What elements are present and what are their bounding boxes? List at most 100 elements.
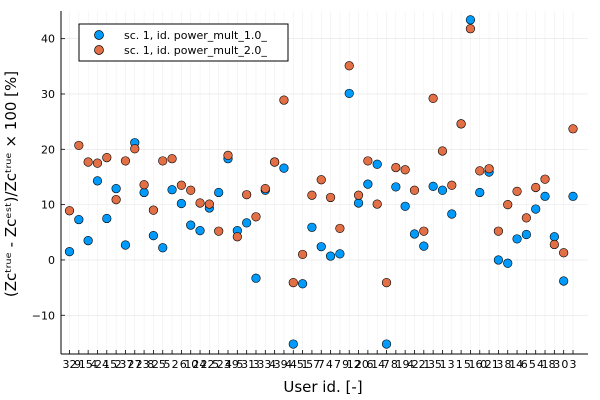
data-point-series-1 bbox=[475, 187, 485, 198]
data-point-series-2 bbox=[204, 199, 214, 209]
data-point-series-1 bbox=[531, 204, 541, 214]
x-tick-label: 21 bbox=[485, 358, 499, 371]
data-point-series-1 bbox=[372, 159, 382, 169]
x-tick-label: 37 bbox=[119, 358, 133, 371]
data-point-series-2 bbox=[521, 213, 531, 223]
data-point-series-2 bbox=[381, 278, 392, 288]
x-tick-label: 2 bbox=[115, 358, 122, 371]
x-tick-label: 1 bbox=[302, 358, 309, 371]
data-point-series-1 bbox=[120, 240, 131, 250]
data-point-series-2 bbox=[540, 174, 550, 184]
data-point-series-2 bbox=[465, 24, 476, 34]
data-point-series-1 bbox=[353, 198, 364, 208]
data-point-series-1 bbox=[167, 185, 177, 195]
data-point-series-2 bbox=[456, 119, 466, 129]
x-tick-label: 14 bbox=[371, 358, 385, 371]
data-point-series-2 bbox=[251, 212, 261, 222]
data-point-series-1 bbox=[148, 231, 159, 241]
data-point-series-1 bbox=[521, 229, 531, 240]
data-point-series-2 bbox=[391, 162, 401, 173]
data-point-series-1 bbox=[139, 187, 149, 198]
x-tick-label: 7 bbox=[383, 358, 390, 371]
data-point-series-2 bbox=[195, 198, 205, 208]
x-tick-label: 9 bbox=[74, 358, 81, 371]
data-point-series-2 bbox=[316, 175, 326, 185]
data-point-series-2 bbox=[120, 156, 131, 166]
x-tick-label: 9 bbox=[342, 358, 349, 371]
legend-marker-series-1 bbox=[94, 30, 104, 40]
data-point-series-2 bbox=[475, 166, 485, 176]
data-point-series-2 bbox=[428, 93, 438, 104]
data-point-series-2 bbox=[409, 185, 420, 195]
x-tick-label: 6 bbox=[366, 358, 373, 371]
data-point-series-2 bbox=[512, 186, 522, 196]
x-tick-label: 5 bbox=[529, 358, 536, 371]
data-point-series-2 bbox=[400, 165, 410, 175]
x-tick-label: 33 bbox=[257, 358, 271, 371]
data-point-series-2 bbox=[83, 157, 93, 167]
legend-marker-series-2 bbox=[94, 45, 104, 55]
data-point-series-2 bbox=[223, 150, 233, 160]
data-point-series-1 bbox=[279, 163, 289, 173]
x-tick-label: 16 bbox=[469, 358, 483, 371]
x-tick-label: 27 bbox=[127, 358, 141, 371]
data-point-series-1 bbox=[559, 276, 569, 286]
data-point-series-1 bbox=[344, 88, 354, 99]
data-point-series-2 bbox=[92, 158, 103, 168]
data-point-series-1 bbox=[298, 279, 308, 289]
x-tick-label: 1 bbox=[440, 358, 447, 371]
data-point-series-2 bbox=[325, 192, 336, 203]
x-tick-label: 18 bbox=[542, 358, 556, 371]
x-tick-label: 5 bbox=[212, 358, 219, 371]
data-point-series-2 bbox=[279, 95, 289, 105]
data-point-series-1 bbox=[251, 273, 261, 283]
x-tick-label: 0 bbox=[480, 358, 487, 371]
x-tick-label: 23 bbox=[136, 358, 150, 371]
data-point-series-1 bbox=[503, 258, 513, 268]
x-tick-label: 8 bbox=[147, 358, 154, 371]
x-tick-label: 1 bbox=[456, 358, 463, 371]
data-point-series-2 bbox=[503, 200, 513, 210]
x-tick-label: 24 bbox=[95, 358, 109, 371]
data-point-series-1 bbox=[316, 242, 326, 252]
data-point-series-2 bbox=[531, 182, 541, 193]
legend-box bbox=[78, 23, 289, 62]
data-point-series-1 bbox=[195, 226, 205, 236]
x-tick-label: 8 bbox=[391, 358, 398, 371]
data-point-series-1 bbox=[111, 183, 121, 194]
data-point-series-1 bbox=[335, 249, 345, 259]
x-tick-label: 2 bbox=[172, 358, 179, 371]
x-tick-label: 49 bbox=[225, 358, 239, 371]
data-point-series-2 bbox=[139, 180, 149, 190]
data-point-series-1 bbox=[493, 255, 504, 265]
x-tick-label: 15 bbox=[79, 358, 93, 371]
data-point-series-2 bbox=[568, 124, 578, 134]
data-point-series-1 bbox=[428, 181, 438, 191]
data-point-series-1 bbox=[64, 247, 75, 257]
x-tick-label: 5 bbox=[237, 358, 244, 371]
x-tick-label: 4 bbox=[285, 358, 292, 371]
data-point-series-1 bbox=[568, 191, 578, 201]
data-point-series-2 bbox=[167, 154, 177, 164]
data-point-series-1 bbox=[83, 235, 93, 246]
x-tick-label: 12 bbox=[347, 358, 361, 371]
data-point-series-2 bbox=[176, 180, 186, 190]
x-tick-label: 4 bbox=[407, 358, 414, 371]
x-tick-label: 3 bbox=[570, 358, 577, 371]
data-point-series-2 bbox=[493, 226, 504, 236]
data-point-series-1 bbox=[512, 234, 522, 244]
y-tick-label: 40 bbox=[41, 33, 55, 46]
data-point-series-2 bbox=[307, 190, 317, 200]
x-tick-label: 3 bbox=[253, 358, 260, 371]
y-tick-label: 0 bbox=[48, 254, 55, 267]
x-tick-label: 14 bbox=[509, 358, 523, 371]
x-tick-label: 1 bbox=[423, 358, 430, 371]
y-tick-label: −10 bbox=[32, 309, 55, 322]
x-tick-label: 6 bbox=[521, 358, 528, 371]
x-tick-label: 0 bbox=[561, 358, 568, 371]
x-tick-label: 15 bbox=[103, 358, 117, 371]
x-tick-label: 3 bbox=[496, 358, 503, 371]
y-axis-ticks: −10 0 10 20 30 40 bbox=[32, 33, 55, 323]
